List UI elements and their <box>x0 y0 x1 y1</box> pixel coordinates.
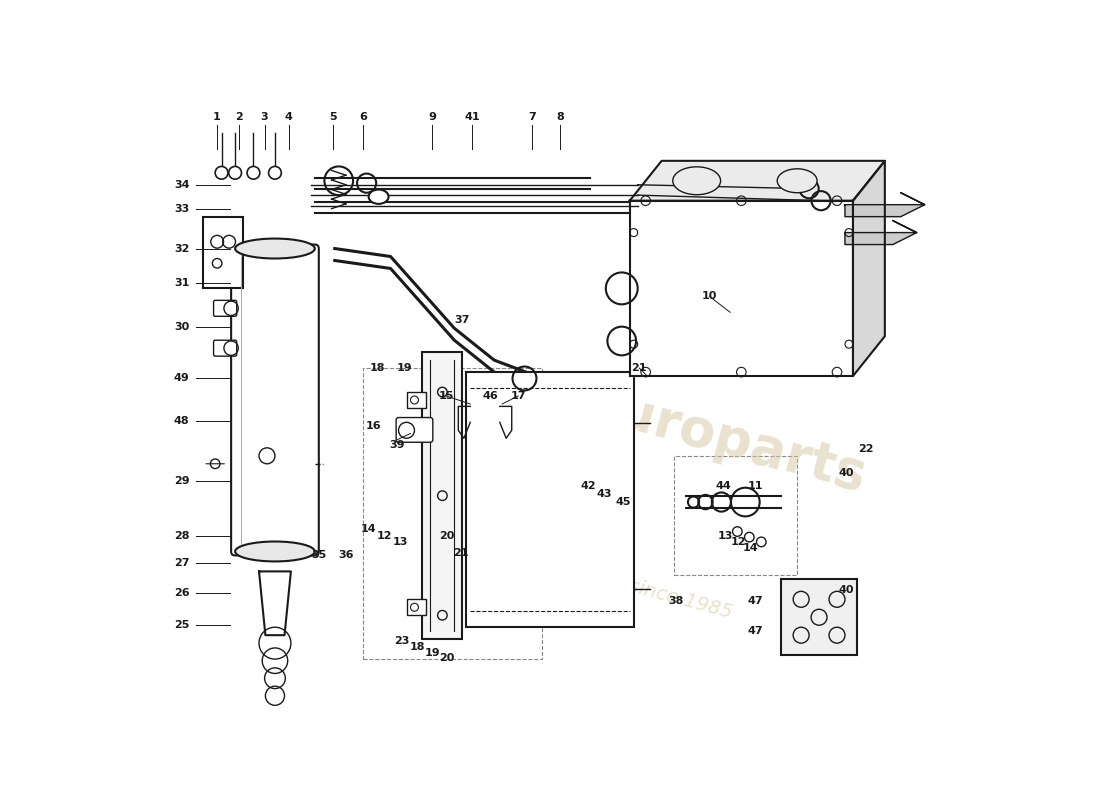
Text: 14: 14 <box>744 543 759 554</box>
Text: 34: 34 <box>174 180 189 190</box>
Text: 31: 31 <box>174 278 189 288</box>
Text: 40: 40 <box>839 585 855 594</box>
Text: 37: 37 <box>454 315 470 326</box>
Polygon shape <box>845 221 916 245</box>
Text: 20: 20 <box>439 530 454 541</box>
Text: 9: 9 <box>428 112 436 122</box>
Text: 30: 30 <box>174 322 189 332</box>
Text: 36: 36 <box>338 550 354 561</box>
FancyBboxPatch shape <box>213 300 236 316</box>
Ellipse shape <box>235 542 315 562</box>
Text: 47: 47 <box>748 626 763 636</box>
Ellipse shape <box>673 167 720 194</box>
FancyBboxPatch shape <box>396 418 432 442</box>
Text: 18: 18 <box>370 363 385 373</box>
Text: 12: 12 <box>376 530 392 541</box>
Polygon shape <box>258 571 290 635</box>
Text: 8: 8 <box>557 112 564 122</box>
Text: 46: 46 <box>482 391 498 401</box>
FancyBboxPatch shape <box>407 599 427 615</box>
FancyBboxPatch shape <box>422 352 462 639</box>
FancyBboxPatch shape <box>204 217 243 288</box>
Text: 15: 15 <box>439 391 454 401</box>
Text: 18: 18 <box>410 642 426 652</box>
Text: 17: 17 <box>510 391 526 401</box>
Text: 29: 29 <box>174 476 189 486</box>
Text: a passion for parts since 1985: a passion for parts since 1985 <box>446 528 735 622</box>
FancyBboxPatch shape <box>781 579 857 655</box>
Text: 28: 28 <box>174 530 189 541</box>
Text: 19: 19 <box>397 363 412 373</box>
FancyBboxPatch shape <box>466 372 634 627</box>
Text: 25: 25 <box>174 620 189 630</box>
Polygon shape <box>629 161 884 201</box>
Ellipse shape <box>235 238 315 258</box>
FancyBboxPatch shape <box>407 392 427 408</box>
Polygon shape <box>852 161 884 376</box>
Text: 42: 42 <box>581 481 596 491</box>
Text: 16: 16 <box>365 421 381 430</box>
FancyBboxPatch shape <box>213 340 236 356</box>
Text: 13: 13 <box>393 537 408 547</box>
Text: 3: 3 <box>261 112 268 122</box>
Text: 21: 21 <box>453 548 469 558</box>
Text: 32: 32 <box>174 243 189 254</box>
Text: 43: 43 <box>596 489 612 499</box>
Text: 44: 44 <box>716 481 732 491</box>
Text: 23: 23 <box>394 636 409 646</box>
Text: 20: 20 <box>439 654 454 663</box>
Text: 39: 39 <box>389 441 405 450</box>
Ellipse shape <box>778 169 817 193</box>
Text: europarts: europarts <box>579 377 872 502</box>
Text: 33: 33 <box>174 204 189 214</box>
FancyBboxPatch shape <box>231 245 319 555</box>
Text: 1: 1 <box>213 112 221 122</box>
Polygon shape <box>845 193 925 217</box>
Text: 6: 6 <box>360 112 367 122</box>
Text: 10: 10 <box>702 291 717 302</box>
Text: 27: 27 <box>174 558 189 569</box>
Text: 48: 48 <box>174 416 189 426</box>
Text: 14: 14 <box>361 524 376 534</box>
Text: 45: 45 <box>616 497 631 507</box>
Polygon shape <box>629 201 852 376</box>
Text: 40: 40 <box>839 468 855 478</box>
Text: 35: 35 <box>311 550 327 561</box>
Text: 11: 11 <box>748 481 763 491</box>
Text: 49: 49 <box>174 373 189 382</box>
Text: 12: 12 <box>730 537 746 547</box>
Text: 21: 21 <box>631 363 647 373</box>
Text: 2: 2 <box>235 112 243 122</box>
Text: 38: 38 <box>669 596 683 606</box>
Text: 7: 7 <box>528 112 536 122</box>
Text: 13: 13 <box>717 530 733 541</box>
Ellipse shape <box>368 190 388 204</box>
Text: 19: 19 <box>425 648 440 658</box>
Text: 41: 41 <box>464 112 480 122</box>
Text: 4: 4 <box>285 112 293 122</box>
Text: 26: 26 <box>174 588 189 598</box>
Text: 47: 47 <box>748 596 763 606</box>
Text: 22: 22 <box>858 445 873 454</box>
Text: 5: 5 <box>329 112 337 122</box>
